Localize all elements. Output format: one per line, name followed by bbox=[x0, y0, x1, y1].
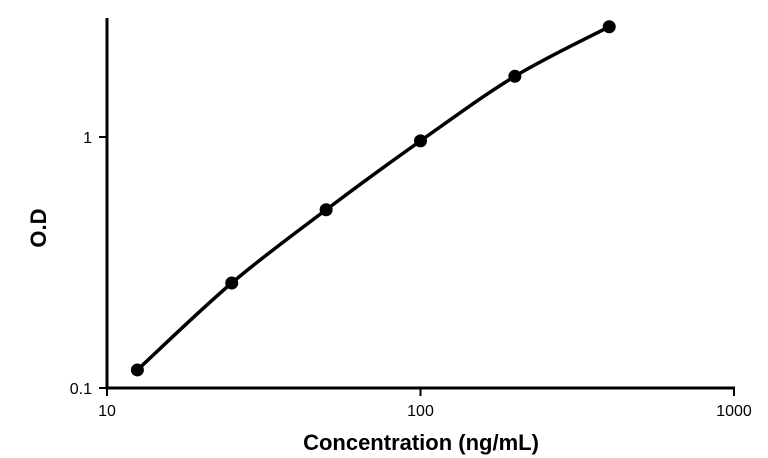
x-tick-label: 100 bbox=[407, 403, 434, 420]
data-point bbox=[414, 134, 427, 148]
x-ticks: 10 100 1000 bbox=[98, 388, 752, 420]
data-point bbox=[602, 20, 616, 34]
y-axis-title: O.D bbox=[26, 208, 51, 247]
axes bbox=[105, 18, 735, 390]
x-tick-label: 1000 bbox=[716, 403, 752, 420]
data-point bbox=[508, 69, 522, 83]
y-tick-label: 1 bbox=[83, 130, 92, 147]
x-tick-label: 10 bbox=[98, 403, 116, 420]
data-point bbox=[319, 203, 333, 217]
x-axis-title: Concentration (ng/mL) bbox=[303, 430, 539, 455]
series-curve bbox=[135, 24, 611, 372]
data-point bbox=[225, 276, 239, 290]
data-points bbox=[130, 20, 616, 377]
y-ticks: 0.11 bbox=[70, 130, 107, 398]
data-point bbox=[130, 363, 144, 377]
y-tick-label: 0.1 bbox=[70, 381, 92, 398]
